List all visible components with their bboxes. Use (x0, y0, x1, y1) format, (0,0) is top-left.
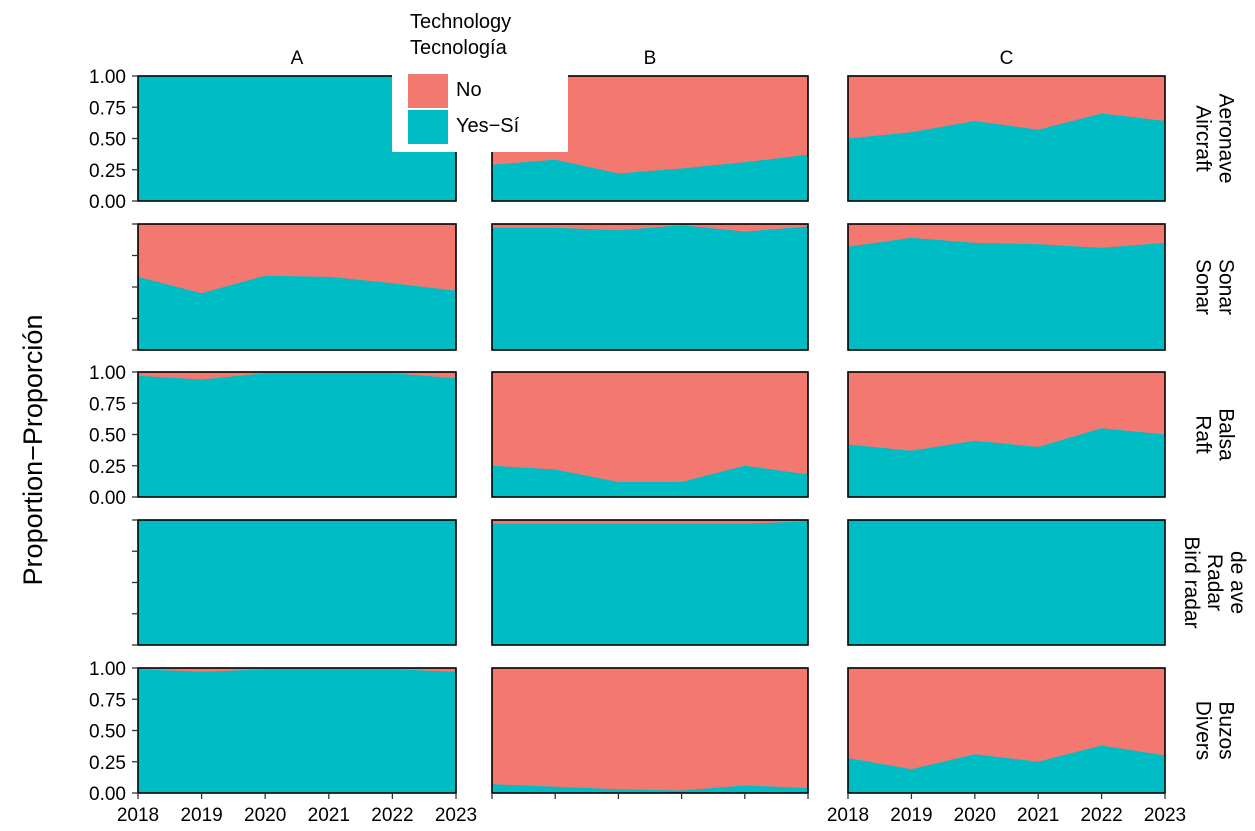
yes-area-r1-c1 (492, 225, 808, 350)
y-tick-label-r0-1: 0.25 (89, 161, 126, 182)
panel-frame-r3-c2 (847, 519, 1166, 646)
x-tick-label-c0-1: 2019 (180, 805, 222, 826)
y-axis-title: Proportion−Proporción (18, 315, 48, 586)
panel-frame-r4-c2 (847, 667, 1166, 794)
facet-row-label-2-line1: Raft (1192, 415, 1215, 454)
facet-column-label-c: C (1000, 48, 1014, 69)
yes-area-r3-c2 (848, 520, 1165, 645)
facet-row-label-0-line1: Aircraft (1192, 105, 1215, 172)
yes-area-r2-c2 (848, 428, 1165, 497)
x-tick-label-c0-5: 2023 (435, 805, 477, 826)
x-tick-label-c2-4: 2022 (1080, 805, 1122, 826)
y-tick-label-r0-0: 0.00 (89, 192, 126, 213)
y-tick-label-r2-4: 1.00 (89, 363, 126, 384)
yes-area-r2-c1 (492, 465, 808, 497)
yes-area-r3-c1 (492, 521, 808, 645)
yes-area-r1-c0 (138, 275, 456, 350)
x-tick-label-c2-5: 2023 (1144, 805, 1186, 826)
yes-area-r0-c1 (492, 154, 808, 201)
facet-panels: 0.00 0.25 0.50 0.75 1.00 0.00 0.25 0.50 0.75 1.00… (89, 48, 1249, 826)
y-tick-label-r0-2: 0.50 (89, 130, 126, 151)
x-tick-label-c0-3: 2021 (308, 805, 350, 826)
panel-frame-r4-c1 (491, 667, 809, 794)
x-tick-label-c2-0: 2018 (827, 805, 869, 826)
panel-frame-r3-c1 (491, 519, 809, 646)
yes-area-r2-c0 (138, 373, 456, 497)
facet-row-label-1-line1: Sonar (1192, 259, 1215, 315)
y-tick-label-r4-0: 0.00 (89, 784, 126, 805)
facet-row-label-3-line2: Radar (1203, 554, 1226, 611)
yes-area-r1-c2 (848, 237, 1165, 350)
x-tick-label-c0-4: 2022 (371, 805, 413, 826)
legend-key-yes (408, 110, 448, 144)
y-tick-label-r4-2: 0.50 (89, 722, 126, 743)
x-tick-label-c2-2: 2020 (954, 805, 996, 826)
facet-row-label-3-line3: de ave (1226, 551, 1249, 614)
y-tick-label-r0-4: 1.00 (89, 67, 126, 88)
y-tick-label-r2-3: 0.75 (89, 394, 126, 415)
legend-key-no (408, 74, 448, 108)
y-tick-label-r2-0: 0.00 (89, 488, 126, 509)
panel-frame-r2-c1 (491, 371, 809, 498)
x-tick-label-c0-2: 2020 (244, 805, 286, 826)
yes-area-r4-c2 (848, 745, 1165, 793)
facet-row-label-2-line2: Balsa (1215, 408, 1238, 461)
legend-title-line1: Technology (410, 11, 512, 33)
no-area-r4-c1 (492, 668, 808, 793)
facet-column-label-b: B (644, 48, 657, 69)
y-tick-label-r4-3: 0.75 (89, 690, 126, 711)
facet-row-label-4-line1: Divers (1192, 701, 1215, 761)
y-tick-label-r2-2: 0.50 (89, 426, 126, 447)
panel-frame-r2-c2 (847, 371, 1166, 498)
panel-frame-r0-c2 (847, 75, 1166, 202)
x-tick-label-c0-0: 2018 (117, 805, 159, 826)
legend-title-line2: Tecnología (410, 37, 507, 59)
yes-area-r3-c0 (138, 520, 456, 645)
yes-area-r0-c2 (848, 113, 1165, 201)
yes-area-r4-c1 (492, 784, 808, 793)
x-tick-label-c2-1: 2019 (890, 805, 932, 826)
x-tick-label-c2-3: 2021 (1017, 805, 1059, 826)
facet-row-label-3-line1: Bird radar (1180, 536, 1203, 628)
facet-row-label-4-line2: Buzos (1215, 701, 1238, 759)
y-tick-label-r2-1: 0.25 (89, 457, 126, 478)
panel-frame-r1-c1 (491, 223, 809, 351)
facet-row-label-0-line2: Aeronave (1215, 94, 1238, 184)
y-tick-label-r0-3: 0.75 (89, 98, 126, 119)
yes-area-r4-c0 (138, 669, 456, 793)
panel-frame-r1-c2 (847, 223, 1166, 351)
legend-label-no: No (456, 79, 482, 101)
facet-row-label-1-line2: Sonar (1215, 259, 1238, 315)
facet-column-label-a: A (291, 48, 304, 69)
legend-label-yes: Yes−Sí (456, 115, 520, 137)
legend: Technology Tecnología No Yes−Sí (392, 11, 568, 152)
y-tick-label-r4-1: 0.25 (89, 753, 126, 774)
y-tick-label-r4-4: 1.00 (89, 659, 126, 680)
yes-area-r0-c0 (138, 76, 456, 201)
